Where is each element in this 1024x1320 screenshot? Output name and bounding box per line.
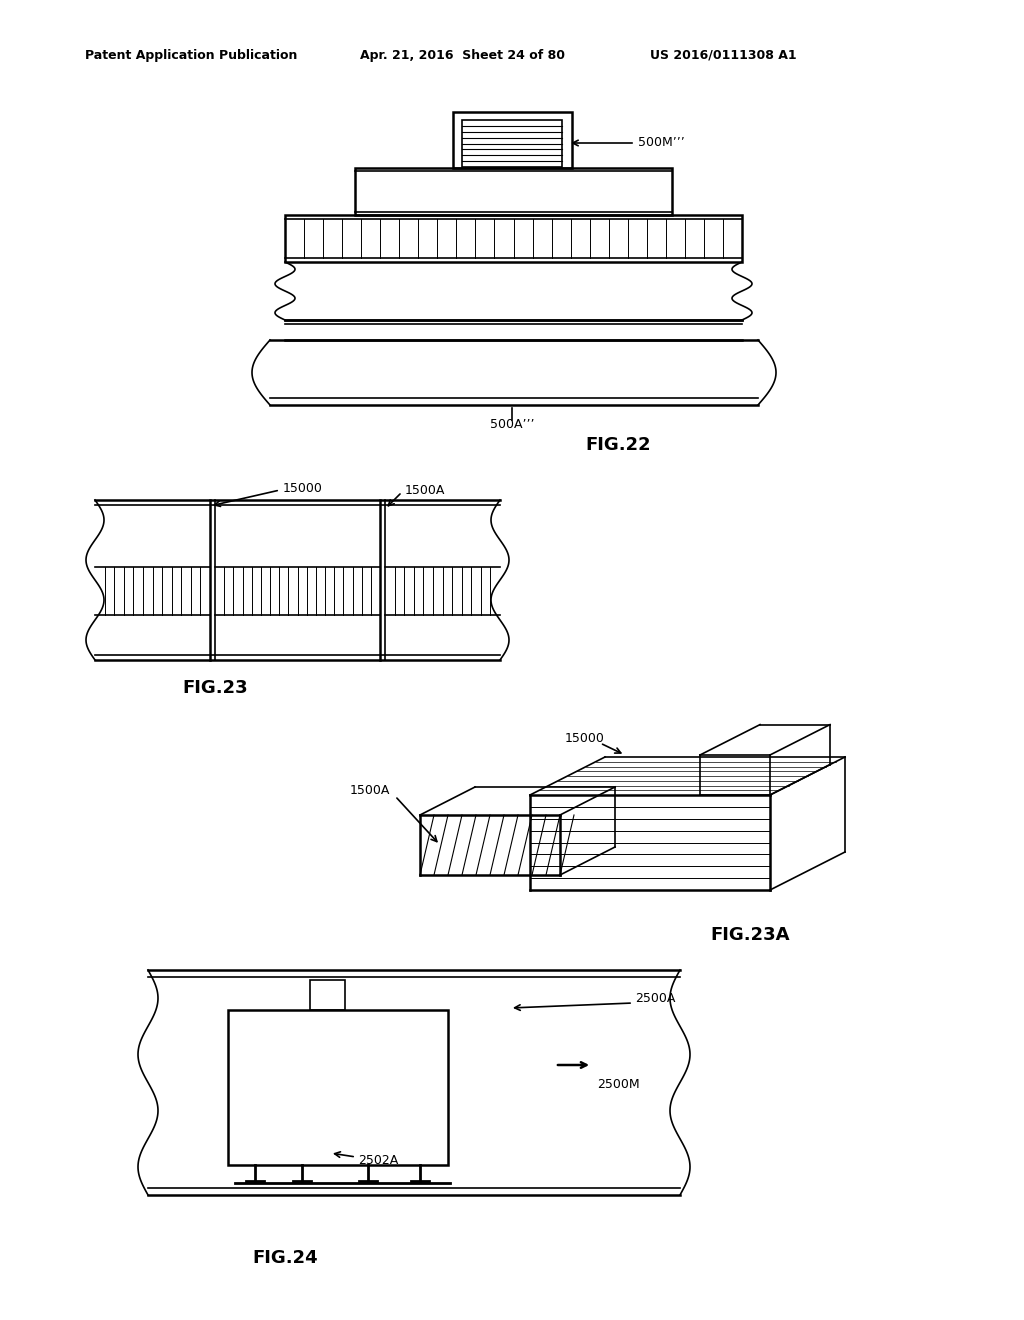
Text: Patent Application Publication: Patent Application Publication	[85, 49, 297, 62]
Text: 2502A: 2502A	[358, 1154, 398, 1167]
Bar	[285, 215, 742, 261]
Bar	[453, 112, 572, 168]
Bar	[310, 979, 345, 1010]
Text: 500A’’’: 500A’’’	[489, 418, 535, 432]
Text: FIG.22: FIG.22	[585, 436, 651, 454]
Bar	[355, 168, 672, 215]
Text: 2500M: 2500M	[597, 1078, 640, 1092]
Text: Apr. 21, 2016  Sheet 24 of 80: Apr. 21, 2016 Sheet 24 of 80	[360, 49, 565, 62]
Text: 500M’’’: 500M’’’	[638, 136, 685, 149]
Text: 15000: 15000	[283, 482, 323, 495]
Text: US 2016/0111308 A1: US 2016/0111308 A1	[650, 49, 797, 62]
Text: 1500A: 1500A	[406, 483, 445, 496]
Text: FIG.24: FIG.24	[252, 1249, 317, 1267]
Bar	[462, 120, 562, 168]
Text: 15000: 15000	[565, 731, 605, 744]
Text: FIG.23: FIG.23	[182, 678, 248, 697]
Text: FIG.23A: FIG.23A	[711, 927, 790, 944]
Bar	[228, 1010, 449, 1166]
Text: 1500A: 1500A	[349, 784, 390, 796]
Text: 2500A: 2500A	[635, 991, 676, 1005]
